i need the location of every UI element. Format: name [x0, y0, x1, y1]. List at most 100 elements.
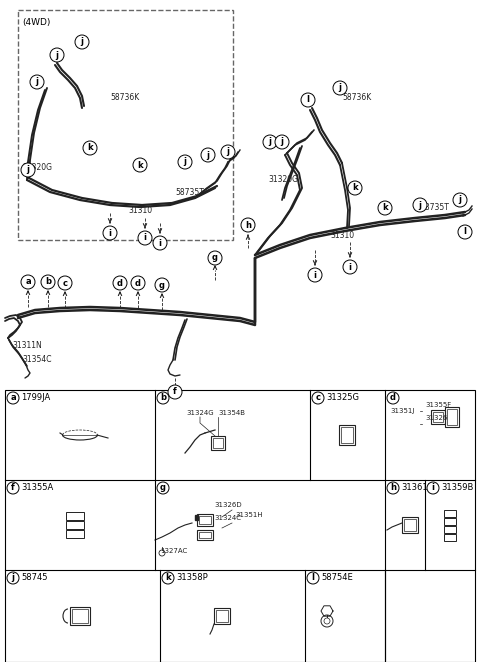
Text: 31354C: 31354C	[22, 355, 51, 364]
Bar	[66, 530, 84, 538]
Text: 1327AC: 1327AC	[160, 548, 187, 554]
Text: i: i	[144, 234, 146, 242]
Text: d: d	[117, 279, 123, 287]
Text: j: j	[81, 38, 84, 46]
Bar	[197, 514, 213, 526]
Circle shape	[138, 231, 152, 245]
Bar	[211, 436, 225, 450]
Text: 31351H: 31351H	[235, 512, 263, 518]
Text: 31310: 31310	[128, 206, 152, 215]
Circle shape	[301, 93, 315, 107]
Circle shape	[453, 193, 467, 207]
Text: j: j	[419, 201, 421, 209]
Circle shape	[208, 251, 222, 265]
Circle shape	[83, 141, 97, 155]
Bar	[72, 609, 88, 623]
Text: f: f	[173, 387, 177, 397]
Circle shape	[7, 572, 19, 584]
Circle shape	[50, 48, 64, 62]
Circle shape	[162, 572, 174, 584]
Bar	[445, 407, 459, 427]
Circle shape	[58, 276, 72, 290]
Circle shape	[241, 218, 255, 232]
Text: 31326: 31326	[425, 415, 447, 421]
Bar	[66, 521, 84, 529]
Circle shape	[387, 392, 399, 404]
Text: (4WD): (4WD)	[22, 18, 50, 27]
Circle shape	[157, 392, 169, 404]
Text: 31320G: 31320G	[22, 163, 52, 172]
Circle shape	[312, 392, 324, 404]
Circle shape	[387, 482, 399, 494]
Circle shape	[153, 236, 167, 250]
Bar	[70, 607, 90, 625]
Circle shape	[30, 75, 44, 89]
Text: b: b	[45, 277, 51, 287]
Circle shape	[155, 278, 169, 292]
Text: j: j	[26, 166, 29, 175]
Text: j: j	[56, 50, 59, 60]
Bar	[444, 534, 456, 540]
Text: k: k	[352, 183, 358, 193]
Text: 31355A: 31355A	[21, 483, 53, 493]
Text: j: j	[36, 77, 38, 87]
Circle shape	[168, 385, 182, 399]
Text: d: d	[135, 279, 141, 287]
Text: 1799JA: 1799JA	[21, 393, 50, 402]
Text: f: f	[11, 483, 15, 493]
Bar	[216, 610, 228, 622]
Bar	[447, 409, 457, 425]
Text: j: j	[458, 195, 461, 205]
Text: g: g	[159, 281, 165, 289]
Text: 58736K: 58736K	[110, 93, 139, 102]
Bar	[199, 532, 211, 538]
Bar	[199, 516, 211, 524]
Circle shape	[427, 482, 439, 494]
Bar	[404, 519, 416, 531]
Text: d: d	[390, 393, 396, 402]
Circle shape	[133, 158, 147, 172]
Circle shape	[413, 198, 427, 212]
Text: i: i	[348, 263, 351, 271]
Text: 58735T: 58735T	[175, 188, 204, 197]
Text: 58735T: 58735T	[420, 203, 449, 212]
Text: 31311N: 31311N	[12, 341, 42, 350]
Circle shape	[378, 201, 392, 215]
Text: j: j	[268, 138, 272, 146]
Text: a: a	[10, 393, 16, 402]
Bar	[197, 530, 213, 540]
Text: 58754E: 58754E	[321, 573, 353, 583]
Text: 31324C: 31324C	[214, 515, 241, 521]
Text: 31355F: 31355F	[425, 402, 451, 408]
Circle shape	[348, 181, 362, 195]
Circle shape	[333, 81, 347, 95]
Bar	[341, 427, 353, 443]
Circle shape	[157, 482, 169, 494]
Text: 31354B: 31354B	[218, 410, 245, 416]
Text: a: a	[25, 277, 31, 287]
Bar	[444, 526, 456, 532]
Text: c: c	[315, 393, 321, 402]
Text: i: i	[313, 271, 316, 279]
Text: i: i	[158, 238, 161, 248]
Bar	[66, 512, 84, 520]
Circle shape	[263, 135, 277, 149]
Text: j: j	[280, 138, 284, 146]
Bar	[444, 510, 456, 516]
Text: h: h	[390, 483, 396, 493]
Text: j: j	[227, 148, 229, 156]
Circle shape	[307, 572, 319, 584]
Circle shape	[458, 225, 472, 239]
Bar	[444, 518, 456, 524]
Text: 31358P: 31358P	[176, 573, 208, 583]
Text: k: k	[87, 144, 93, 152]
Text: 31361H: 31361H	[401, 483, 434, 493]
Circle shape	[7, 392, 19, 404]
Bar	[5, 390, 475, 662]
Circle shape	[41, 275, 55, 289]
Text: 31351J: 31351J	[390, 408, 414, 414]
Circle shape	[275, 135, 289, 149]
Bar	[433, 412, 443, 422]
Bar	[339, 425, 355, 445]
Text: i: i	[108, 228, 111, 238]
